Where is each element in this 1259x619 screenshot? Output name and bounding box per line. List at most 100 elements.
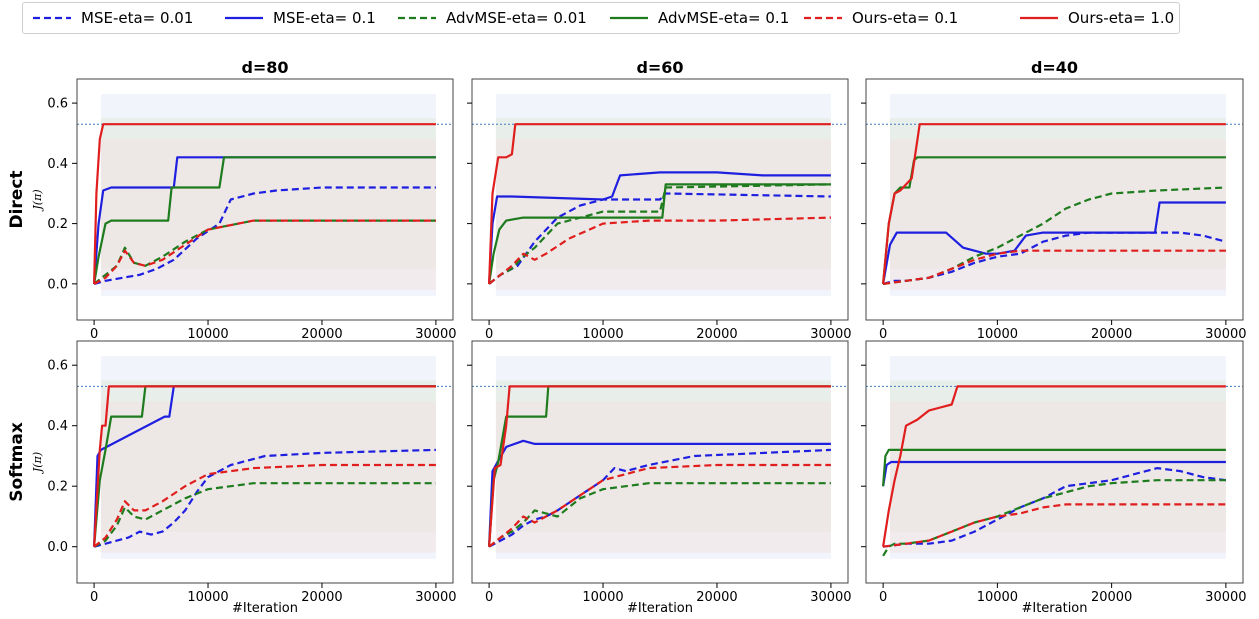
- x-tick-label: 10000: [582, 590, 623, 605]
- series-line-mse-eta-0-1: [882, 201, 1226, 285]
- legend-label: Ours-eta= 1.0: [1068, 9, 1175, 27]
- y-tick-label: 0.2: [47, 480, 68, 495]
- series-line-mse-eta-0-1: [488, 171, 831, 284]
- panel-frame: [471, 78, 849, 321]
- series-line-ours-eta-0-1: [93, 463, 436, 548]
- variance-band: [100, 139, 436, 290]
- x-tick-label: 20000: [1091, 590, 1132, 605]
- legend-item: MSE-eta= 0.1: [223, 7, 376, 29]
- x-axis-label: #Iteration: [232, 601, 298, 616]
- variance-band: [889, 118, 1226, 269]
- x-tick-label: 0: [485, 590, 493, 605]
- series-line-advmse-eta-0-01: [93, 482, 436, 548]
- legend-label: AdvMSE-eta= 0.1: [658, 9, 790, 27]
- x-tick-label: 10000: [977, 590, 1018, 605]
- series-line-mse-eta-0-01: [93, 186, 436, 285]
- series-line-mse-eta-0-01: [882, 467, 1227, 548]
- variance-band: [889, 356, 1226, 559]
- series-line-mse-eta-0-1: [93, 156, 436, 284]
- x-tick-label: 0: [90, 327, 98, 342]
- panel-frame: [76, 78, 454, 321]
- legend-item: Ours-eta= 0.1: [802, 7, 958, 29]
- x-tick-label: 10000: [582, 327, 623, 342]
- x-tick-label: 30000: [810, 327, 851, 342]
- variance-band: [100, 380, 436, 532]
- variance-band: [100, 94, 436, 296]
- legend-item: AdvMSE-eta= 0.1: [608, 7, 789, 29]
- legend-label: MSE-eta= 0.1: [273, 9, 376, 27]
- variance-band: [889, 401, 1226, 553]
- y-tick-label: 0.4: [47, 157, 68, 172]
- legend-label: Ours-eta= 0.1: [852, 9, 959, 27]
- panel-frame: [471, 340, 849, 584]
- x-tick-label: 0: [485, 327, 493, 342]
- x-tick-label: 30000: [415, 327, 456, 342]
- series-line-mse-eta-0-01: [93, 448, 436, 548]
- legend-label: AdvMSE-eta= 0.01: [446, 9, 587, 27]
- legend-item: MSE-eta= 0.01: [31, 7, 193, 29]
- variance-band: [495, 356, 831, 559]
- row-label: Direct: [7, 170, 27, 228]
- legend-label: MSE-eta= 0.01: [81, 9, 194, 27]
- series-line-advmse-eta-0-1: [488, 183, 831, 285]
- x-axis-label: #Iteration: [627, 601, 693, 616]
- x-axis-label: #Iteration: [1021, 601, 1087, 616]
- legend-swatch: [33, 16, 71, 20]
- panel-frame: [865, 340, 1244, 584]
- series-line-mse-eta-0-01: [488, 448, 831, 548]
- x-tick-label: 0: [90, 590, 98, 605]
- series-line-ours-eta-1-0: [882, 385, 1226, 547]
- variance-band: [495, 380, 831, 532]
- variance-band: [495, 401, 831, 553]
- series-line-advmse-eta-0-01: [882, 479, 1226, 557]
- legend-item: Ours-eta= 1.0: [1018, 7, 1174, 29]
- series-line-ours-eta-0-1: [882, 503, 1226, 548]
- x-tick-label: 10000: [977, 327, 1018, 342]
- y-axis-label: J(π): [31, 189, 44, 211]
- x-tick-label: 20000: [696, 590, 737, 605]
- y-tick-label: 0.6: [47, 359, 68, 374]
- variance-band: [100, 356, 436, 559]
- variance-band: [100, 118, 436, 269]
- x-tick-label: 30000: [415, 590, 456, 605]
- series-line-ours-eta-0-1: [488, 216, 831, 285]
- x-tick-label: 0: [879, 590, 887, 605]
- x-tick-label: 30000: [1205, 327, 1246, 342]
- y-tick-label: 0.0: [47, 277, 68, 292]
- series-line-ours-eta-1-0: [882, 123, 1226, 285]
- y-tick-label: 0.4: [47, 419, 68, 434]
- series-line-advmse-eta-0-01: [488, 482, 831, 548]
- x-tick-label: 20000: [696, 327, 737, 342]
- series-line-ours-eta-1-0: [93, 123, 436, 284]
- legend-swatch: [610, 16, 648, 20]
- panel-frame: [76, 340, 454, 584]
- panel-frame: [865, 78, 1244, 321]
- legend-swatch: [398, 16, 436, 20]
- legend-swatch: [1020, 16, 1058, 20]
- column-title: d=80: [241, 58, 288, 77]
- y-tick-label: 0.2: [47, 217, 68, 232]
- column-title: d=60: [636, 58, 683, 77]
- legend-swatch: [804, 16, 842, 20]
- y-tick-label: 0.6: [47, 97, 68, 112]
- x-tick-label: 20000: [301, 590, 342, 605]
- x-tick-label: 30000: [810, 590, 851, 605]
- series-line-advmse-eta-0-1: [882, 448, 1226, 487]
- series-line-ours-eta-1-0: [488, 385, 831, 547]
- variance-band: [100, 401, 436, 553]
- y-axis-label: J(π): [31, 452, 44, 474]
- series-line-ours-eta-1-0: [488, 123, 831, 284]
- x-tick-label: 20000: [301, 327, 342, 342]
- series-line-ours-eta-0-1: [488, 463, 831, 548]
- x-tick-label: 20000: [1091, 327, 1132, 342]
- series-line-ours-eta-0-1: [93, 219, 436, 285]
- x-tick-label: 30000: [1205, 590, 1246, 605]
- legend-swatch: [225, 16, 263, 20]
- legend-item: AdvMSE-eta= 0.01: [396, 7, 587, 29]
- column-title: d=40: [1031, 58, 1078, 77]
- x-tick-label: 0: [879, 327, 887, 342]
- y-tick-label: 0.0: [47, 540, 68, 555]
- series-line-advmse-eta-0-1: [93, 156, 436, 285]
- row-label: Softmax: [7, 422, 27, 502]
